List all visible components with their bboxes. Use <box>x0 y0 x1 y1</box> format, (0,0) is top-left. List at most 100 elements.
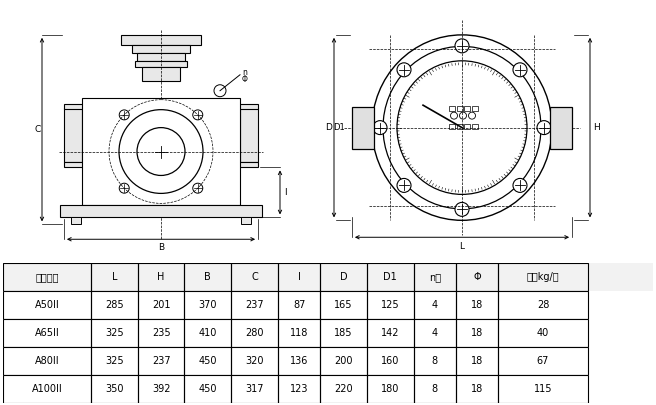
Text: L: L <box>112 272 117 282</box>
Text: 67: 67 <box>537 356 549 366</box>
Text: 450: 450 <box>199 384 217 394</box>
Bar <box>320 291 367 319</box>
Bar <box>550 107 572 149</box>
Bar <box>3 291 91 319</box>
Bar <box>64 162 258 168</box>
Text: 87: 87 <box>293 300 305 310</box>
Bar <box>278 291 320 319</box>
Text: A80II: A80II <box>35 356 60 366</box>
Text: 18: 18 <box>471 328 483 338</box>
Bar <box>231 347 278 375</box>
Bar <box>91 375 138 403</box>
Text: 180: 180 <box>381 384 400 394</box>
Bar <box>184 291 231 319</box>
Bar <box>135 61 187 67</box>
Circle shape <box>455 202 469 216</box>
Bar <box>278 347 320 375</box>
Bar <box>498 291 588 319</box>
Text: B: B <box>158 243 164 252</box>
Text: 285: 285 <box>105 300 123 310</box>
Bar <box>82 98 240 205</box>
Circle shape <box>513 179 527 192</box>
Text: 18: 18 <box>471 300 483 310</box>
Bar <box>414 347 456 375</box>
Bar <box>367 263 414 291</box>
Text: 237: 237 <box>245 300 264 310</box>
Bar <box>91 263 138 291</box>
Text: Φ: Φ <box>242 75 248 84</box>
Bar <box>367 291 414 319</box>
Bar <box>231 319 278 347</box>
Text: 118: 118 <box>290 328 308 338</box>
Bar <box>414 263 456 291</box>
Text: 325: 325 <box>105 328 123 338</box>
Circle shape <box>397 179 411 192</box>
Bar <box>320 347 367 375</box>
Text: 235: 235 <box>152 328 171 338</box>
Bar <box>456 291 498 319</box>
Text: 160: 160 <box>381 356 400 366</box>
Text: 136: 136 <box>290 356 308 366</box>
Text: Φ: Φ <box>473 272 481 282</box>
Circle shape <box>537 121 551 134</box>
Bar <box>464 106 470 111</box>
Text: 410: 410 <box>199 328 217 338</box>
Bar <box>472 106 478 111</box>
Bar <box>91 291 138 319</box>
Text: 237: 237 <box>152 356 171 366</box>
Bar <box>231 263 278 291</box>
Text: 350: 350 <box>105 384 123 394</box>
Text: D: D <box>340 272 348 282</box>
Text: 125: 125 <box>381 300 400 310</box>
Text: 4: 4 <box>432 300 438 310</box>
Bar <box>464 124 470 129</box>
Text: A50II: A50II <box>35 300 60 310</box>
Bar <box>320 263 367 291</box>
Bar <box>184 375 231 403</box>
Text: L: L <box>459 242 464 251</box>
Bar <box>137 53 185 61</box>
Bar <box>138 347 184 375</box>
Bar <box>449 124 455 129</box>
Text: 280: 280 <box>245 328 264 338</box>
Bar <box>320 375 367 403</box>
Bar <box>352 107 374 149</box>
Bar <box>3 263 91 291</box>
Text: 200: 200 <box>335 356 353 366</box>
Text: 18: 18 <box>471 384 483 394</box>
Text: D1: D1 <box>384 272 398 282</box>
Bar <box>138 319 184 347</box>
Circle shape <box>513 63 527 77</box>
Bar <box>472 124 478 129</box>
Bar <box>121 35 201 45</box>
Bar <box>3 375 91 403</box>
Text: 18: 18 <box>471 356 483 366</box>
Text: B: B <box>205 272 211 282</box>
Bar <box>498 347 588 375</box>
Text: 450: 450 <box>199 356 217 366</box>
Text: 8: 8 <box>432 384 438 394</box>
Bar <box>64 108 82 162</box>
Text: 40: 40 <box>537 328 549 338</box>
Bar <box>142 67 180 81</box>
Bar <box>91 347 138 375</box>
Bar <box>456 319 498 347</box>
Bar <box>138 375 184 403</box>
Bar <box>3 291 653 319</box>
Bar <box>3 319 653 347</box>
Bar <box>367 347 414 375</box>
Text: 公称通径: 公称通径 <box>35 272 59 282</box>
Ellipse shape <box>397 61 527 194</box>
Text: C: C <box>35 125 41 134</box>
Text: 392: 392 <box>152 384 171 394</box>
Circle shape <box>397 63 411 77</box>
Text: 165: 165 <box>335 300 353 310</box>
Text: D: D <box>325 123 333 132</box>
Bar <box>241 217 251 224</box>
Text: 185: 185 <box>335 328 353 338</box>
Bar <box>138 291 184 319</box>
Bar <box>184 263 231 291</box>
Bar <box>132 45 190 53</box>
Bar <box>457 106 462 111</box>
Bar <box>278 263 320 291</box>
